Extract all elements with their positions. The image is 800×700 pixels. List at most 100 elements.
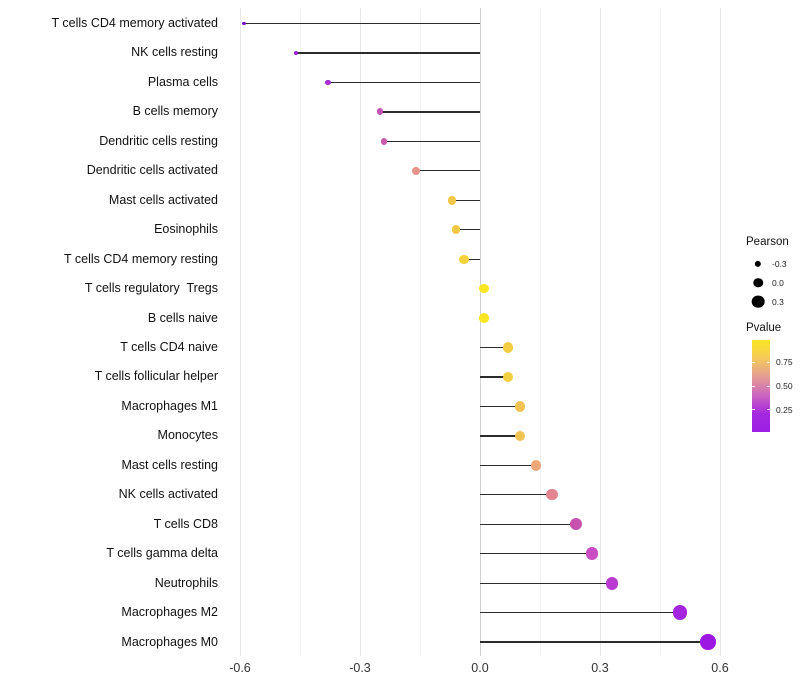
- lollipop-stem: [480, 553, 592, 555]
- category-label: NK cells activated: [118, 487, 218, 502]
- lollipop-stem: [464, 258, 480, 260]
- legend-size-item: -0.3: [746, 254, 789, 273]
- lollipop-dot: [459, 254, 469, 264]
- legend-pearson-items: -0.3 0.0 0.3: [746, 254, 789, 311]
- legend-size-item: 0.3: [746, 292, 789, 311]
- x-axis-tick-label: -0.6: [229, 661, 251, 675]
- lollipop-dot: [479, 283, 489, 294]
- legend-size-label: -0.3: [772, 258, 787, 269]
- legend-pvalue-color: Pvalue 0.75 0.50 0.25: [746, 322, 800, 442]
- lollipop-dot: [502, 371, 514, 383]
- legend-pvalue-title: Pvalue: [746, 322, 782, 334]
- minor-gridline: [539, 8, 541, 656]
- major-gridline: [719, 8, 721, 656]
- x-axis-tick-label: -0.3: [349, 661, 371, 675]
- pvalue-tick-notch: [767, 409, 770, 411]
- category-label: T cells regulatory Tregs: [84, 281, 218, 296]
- category-label: T cells gamma delta: [106, 546, 218, 561]
- pvalue-tick-label: 0.25: [776, 404, 793, 415]
- x-axis-tick-label: 0.3: [591, 661, 609, 675]
- major-gridline: [599, 8, 601, 656]
- pvalue-tick-notch: [767, 385, 770, 387]
- category-label: Mast cells activated: [108, 192, 218, 207]
- minor-gridline: [419, 8, 421, 656]
- lollipop-dot: [293, 50, 299, 56]
- lollipop-dot: [242, 21, 246, 26]
- lollipop-dot: [546, 489, 558, 501]
- lollipop-stem: [452, 199, 480, 201]
- lollipop-dot: [605, 576, 619, 590]
- category-label: Plasma cells: [147, 74, 218, 89]
- category-label: Dendritic cells resting: [99, 133, 218, 148]
- major-gridline: [359, 8, 361, 656]
- legend-size-swatch-circle: [754, 260, 762, 267]
- lollipop-stem: [380, 111, 480, 113]
- pvalue-tick-notch: [767, 361, 770, 363]
- lollipop-stem: [328, 81, 480, 84]
- lollipop-stem: [480, 464, 536, 466]
- legend-size-swatch-circle: [753, 277, 763, 288]
- lollipop-stem: [480, 435, 520, 437]
- category-label: B cells naive: [147, 310, 218, 325]
- x-axis-tick-label: 0.6: [711, 661, 729, 675]
- category-label: T cells CD4 naive: [120, 340, 218, 355]
- minor-gridline: [659, 8, 661, 656]
- category-label: Macrophages M1: [121, 398, 218, 413]
- pvalue-tick-notch: [752, 385, 755, 387]
- lollipop-dot: [514, 401, 526, 412]
- legend-size-item: 0.0: [746, 273, 789, 292]
- lollipop-dot: [672, 605, 688, 620]
- category-label: T cells follicular helper: [94, 369, 218, 384]
- category-label: NK cells resting: [131, 45, 218, 60]
- lollipop-dot: [412, 166, 420, 175]
- category-label: Dendritic cells activated: [86, 163, 218, 178]
- category-label: Neutrophils: [154, 575, 218, 590]
- minor-gridline: [299, 8, 301, 656]
- lollipop-dot: [447, 195, 457, 205]
- lollipop-stem: [244, 22, 480, 25]
- category-label: Monocytes: [157, 428, 218, 443]
- lollipop-dot: [479, 313, 489, 323]
- category-label: T cells CD8: [153, 516, 218, 531]
- pvalue-tick-notch: [752, 361, 755, 363]
- lollipop-dot: [585, 547, 599, 560]
- category-label: T cells CD4 memory activated: [51, 16, 219, 31]
- category-label: T cells CD4 memory resting: [64, 251, 218, 266]
- category-label: B cells memory: [132, 104, 218, 119]
- pvalue-tick-notch: [752, 409, 755, 411]
- lollipop-stem: [480, 582, 612, 584]
- legend-size-label: 0.0: [772, 277, 784, 288]
- legend-size-label: 0.3: [772, 296, 784, 307]
- lollipop-stem: [480, 494, 552, 496]
- lollipop-dot: [325, 79, 331, 86]
- lollipop-stem: [480, 346, 508, 349]
- lollipop-stem: [296, 52, 480, 54]
- pvalue-colorbar-gradient: [752, 340, 770, 432]
- lollipop-dot: [514, 430, 526, 442]
- lollipop-dot: [502, 342, 514, 353]
- lollipop-dot: [700, 634, 716, 650]
- lollipop-dot: [451, 225, 461, 235]
- legend-pearson-title: Pearson: [746, 236, 789, 248]
- major-gridline: [239, 8, 241, 656]
- pvalue-tick-label: 0.75: [776, 357, 793, 368]
- zero-gridline: [479, 8, 481, 656]
- legend-pearson-size: Pearson -0.3 0.0 0.3: [746, 236, 789, 311]
- lollipop-stem: [480, 641, 708, 643]
- category-label: Eosinophils: [154, 222, 218, 237]
- lollipop-stem: [456, 229, 480, 231]
- lollipop-stem: [480, 611, 680, 614]
- lollipop-stem: [416, 170, 480, 172]
- category-label: Mast cells resting: [121, 457, 218, 472]
- x-axis-tick-label: 0.0: [471, 661, 489, 675]
- lollipop-dot: [569, 518, 582, 531]
- pvalue-tick-label: 0.50: [776, 381, 793, 391]
- category-label: Macrophages M2: [121, 605, 218, 620]
- legend-size-swatch-circle: [751, 295, 765, 308]
- lollipop-dot: [530, 459, 542, 471]
- lollipop-dot: [380, 137, 388, 145]
- category-label: Macrophages M0: [121, 634, 218, 649]
- lollipop-stem: [480, 376, 508, 378]
- lollipop-stem: [384, 140, 480, 142]
